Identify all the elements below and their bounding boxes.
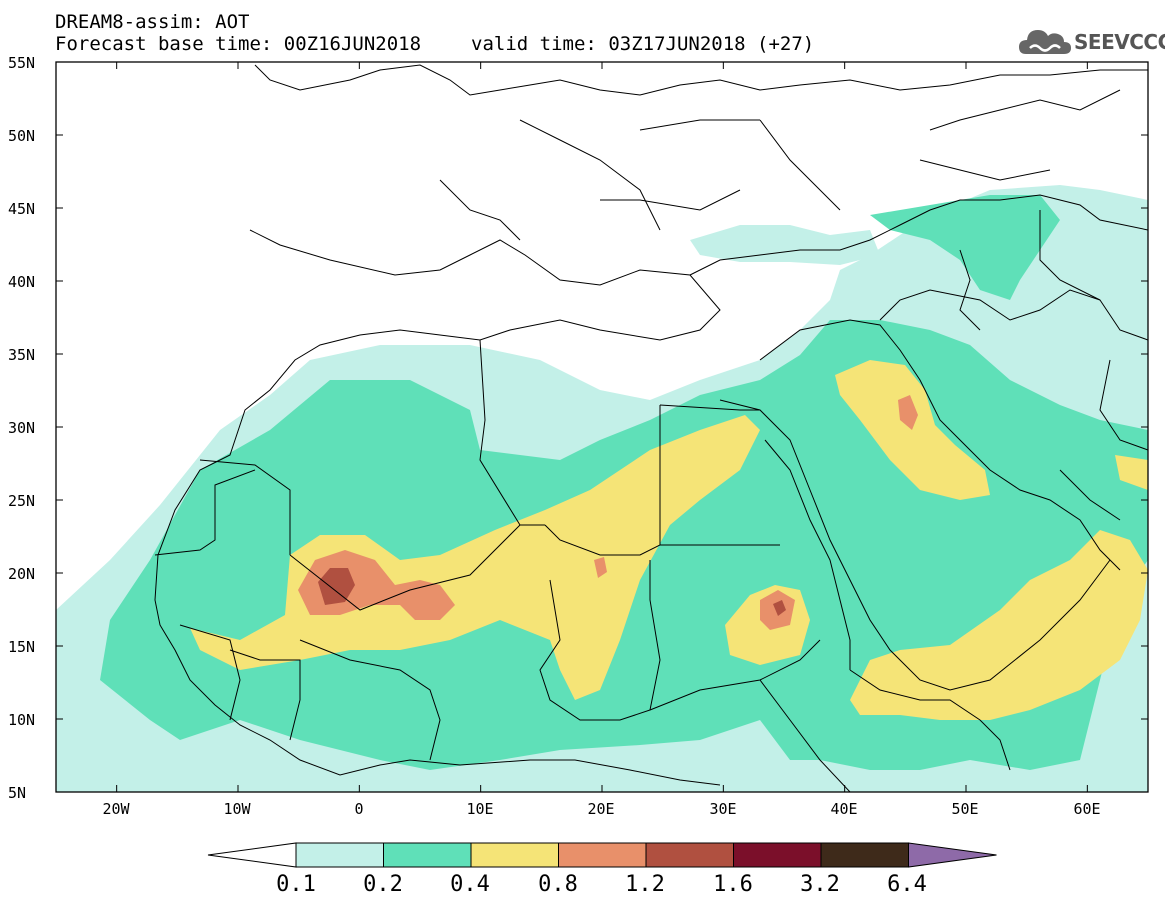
colorbar-segment (470, 842, 559, 868)
seevccc-logo: SEEVCCC (1018, 24, 1165, 58)
colorbar-segment (645, 842, 734, 868)
lat-label: 35N (8, 346, 36, 364)
lat-label: 10N (8, 711, 36, 729)
colorbar-segment (820, 842, 909, 868)
lat-label: 50N (8, 127, 36, 145)
lon-label: 0 (354, 800, 364, 818)
colorbar-label: 0.1 (276, 872, 316, 897)
colorbar-label: 0.4 (450, 872, 490, 897)
aot-level-0.4 (190, 360, 1148, 720)
lat-label: 45N (8, 200, 36, 218)
colorbar-label: 6.4 (887, 872, 927, 897)
lon-label: 60E (1073, 800, 1101, 818)
aot-level-1.2 (318, 568, 786, 616)
aot-field (56, 62, 1148, 792)
lon-label: 20W (102, 800, 130, 818)
lat-label: 30N (8, 419, 36, 437)
colorbar-label: 1.2 (625, 872, 665, 897)
colorbar-segment (733, 842, 822, 868)
lon-label: 10E (466, 800, 494, 818)
colorbar-label: 0.8 (538, 872, 578, 897)
colorbar-segment (295, 842, 384, 868)
lat-label: 15N (8, 638, 36, 656)
axis-ticks (56, 61, 1148, 793)
lon-label: 30E (709, 800, 737, 818)
colorbar (207, 842, 997, 868)
coastlines-borders (154, 64, 1148, 792)
map-title: DREAM8-assim: AOT (55, 11, 250, 33)
lon-label: 40E (830, 800, 858, 818)
lat-label: 20N (8, 565, 36, 583)
lat-label: 40N (8, 273, 36, 291)
colorbar-high-arrow (908, 842, 997, 868)
colorbar-label: 1.6 (713, 872, 753, 897)
lon-label: 50E (951, 800, 979, 818)
colorbar-label: 3.2 (800, 872, 840, 897)
lon-label: 20E (587, 800, 615, 818)
forecast-base-time: Forecast base time: 00Z16JUN2018 (55, 33, 422, 55)
logo-text: SEEVCCC (1074, 30, 1165, 54)
cloud-icon (1019, 30, 1071, 54)
lon-label: 10W (223, 800, 251, 818)
colorbar-segment (558, 842, 647, 868)
lat-label: 55N (8, 54, 36, 72)
valid-time: valid time: 03Z17JUN2018 (+27) (471, 33, 815, 55)
map-subtitle: Forecast base time: 00Z16JUN2018 valid ti… (55, 34, 814, 54)
colorbar-label: 0.2 (363, 872, 403, 897)
colorbar-low-arrow (207, 842, 297, 868)
lat-label: 5N (8, 784, 27, 802)
lat-label: 25N (8, 492, 36, 510)
colorbar-segment (383, 842, 472, 868)
